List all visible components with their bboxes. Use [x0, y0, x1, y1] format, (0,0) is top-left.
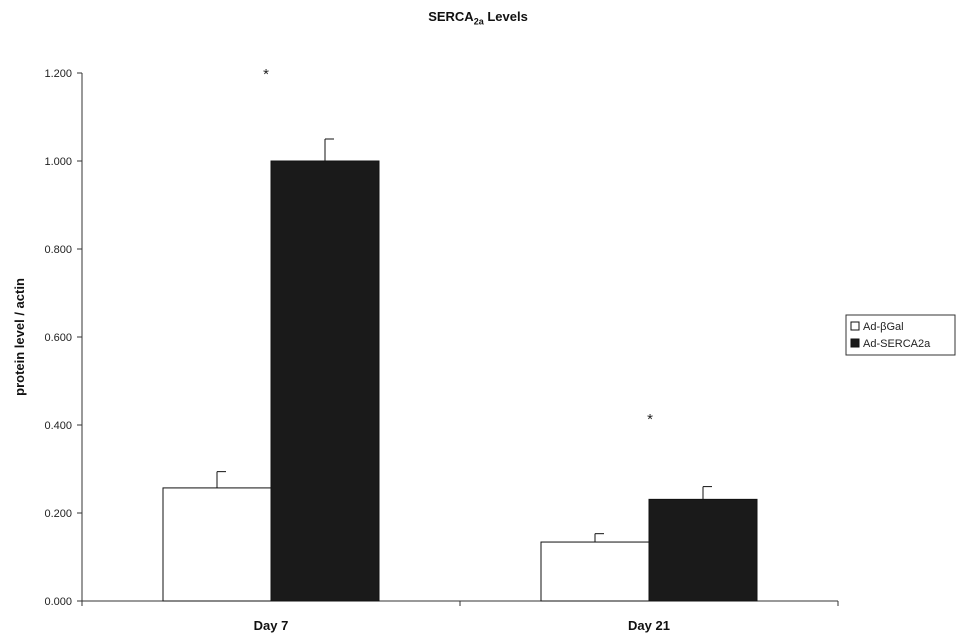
- y-tick-label: 0.400: [44, 420, 72, 432]
- chart-title-subscript: 2a: [473, 16, 484, 27]
- bar-ad-bgal: [540, 541, 650, 602]
- y-tick-label: 0.200: [44, 508, 72, 520]
- legend-label: Ad-βGal: [863, 321, 904, 333]
- y-tick-label: 0.800: [44, 244, 72, 256]
- chart-title: SERCA2a Levels: [0, 9, 956, 27]
- significance-asterisk: *: [647, 411, 653, 428]
- legend-label: Ad-SERCA2a: [863, 338, 931, 350]
- chart-title-main: SERCA: [428, 9, 474, 24]
- y-tick-label: 1.000: [44, 156, 72, 168]
- y-tick-label: 0.600: [44, 332, 72, 344]
- y-axis-label: protein level / actin: [12, 278, 27, 396]
- x-tick-label: Day 7: [254, 618, 289, 633]
- legend-box: [845, 314, 956, 356]
- y-tick-label: 1.200: [44, 68, 72, 80]
- bar-ad-serca2a: [270, 160, 380, 602]
- significance-asterisk: *: [263, 66, 269, 83]
- bar-ad-bgal: [162, 487, 272, 602]
- x-tick-label: Day 21: [628, 618, 670, 633]
- bar-ad-serca2a: [648, 498, 758, 602]
- legend-swatch-ad-bgal: [850, 321, 860, 331]
- chart-title-rest: Levels: [483, 9, 528, 24]
- legend-swatch-ad-serca2a: [850, 338, 860, 348]
- y-tick-label: 0.000: [44, 596, 72, 608]
